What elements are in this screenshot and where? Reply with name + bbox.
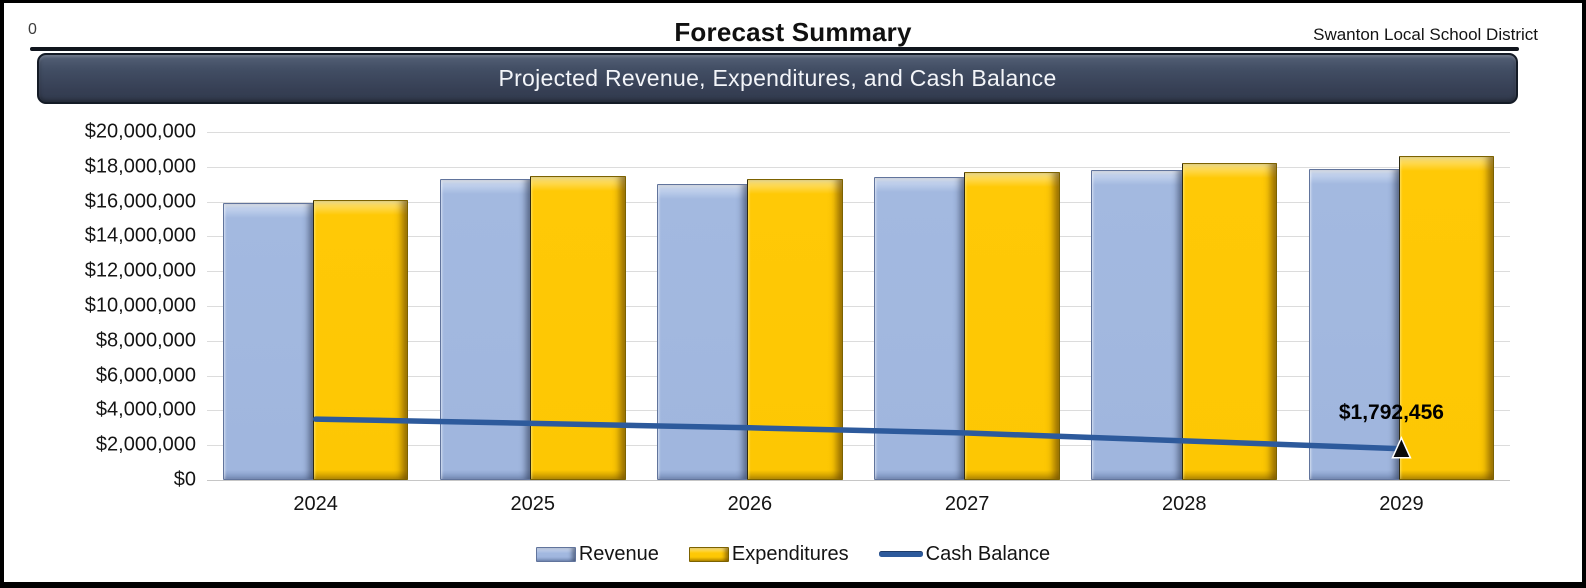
gridline [207, 480, 1510, 481]
y-axis-tick-label: $12,000,000 [84, 259, 196, 282]
bar-group-2024 [207, 132, 424, 480]
legend-item-expenditures: Expenditures [688, 543, 849, 566]
y-axis-tick-label: $10,000,000 [84, 294, 196, 317]
revenue-bar-2025 [439, 178, 532, 480]
y-axis-tick-label: $14,000,000 [84, 224, 196, 247]
legend-bar-swatch-icon [688, 547, 729, 562]
y-axis-tick-label: $2,000,000 [95, 433, 196, 456]
legend-label: Cash Balance [925, 543, 1051, 565]
expenditures-bar-2025 [530, 176, 626, 480]
gridline [207, 306, 1510, 307]
expenditures-bar-2027 [964, 172, 1060, 480]
bar-group-2029 [1293, 132, 1510, 480]
bar-group-2026 [641, 132, 858, 480]
page-title: Forecast Summary [674, 17, 912, 47]
y-axis-tick-label: $6,000,000 [95, 364, 196, 387]
chart-title-banner: Projected Revenue, Expenditures, and Cas… [37, 53, 1518, 104]
gridline [207, 375, 1510, 377]
bar-groups [207, 132, 1510, 480]
legend-label: Expenditures [731, 543, 849, 565]
bar-group-2028 [1076, 132, 1293, 480]
chart-legend: Revenue Expenditures Cash Balance [4, 543, 1582, 566]
y-axis: $0 $2,000,000 $4,000,000 $6,000,000 $8,000,0… [30, 121, 196, 491]
corner-label: 0 [28, 21, 37, 38]
expenditures-bar-2028 [1181, 163, 1278, 480]
legend-bar-swatch-icon [535, 547, 576, 562]
y-axis-tick-label: $8,000,000 [95, 329, 196, 352]
x-axis-label-2026: 2026 [727, 493, 773, 515]
plot-area [207, 132, 1510, 481]
chart-title: Projected Revenue, Expenditures, and Cas… [498, 65, 1057, 91]
x-axis-label-2024: 2024 [293, 493, 338, 515]
expenditures-bar-2026 [747, 178, 843, 480]
bar-group-2025 [424, 132, 641, 480]
revenue-bar-2028 [1091, 170, 1183, 480]
y-axis-tick-label: $16,000,000 [84, 190, 196, 213]
expenditures-bar-2024 [312, 199, 409, 480]
cash-balance-annotation: $1,792,456 [1338, 400, 1444, 424]
revenue-bar-2024 [222, 203, 314, 480]
gridline [207, 166, 1510, 168]
y-axis-tick-label: $20,000,000 [84, 120, 196, 143]
gridline [207, 410, 1510, 412]
revenue-bar-2027 [874, 177, 966, 480]
x-axis-label-2025: 2025 [510, 493, 556, 515]
gridline [207, 271, 1510, 273]
gridline [207, 340, 1510, 342]
x-axis-label-2027: 2027 [944, 493, 990, 515]
x-axis-label-2029: 2029 [1379, 493, 1424, 515]
legend-label: Revenue [578, 543, 659, 565]
revenue-bar-2029 [1308, 168, 1400, 480]
y-axis-tick-label: $4,000,000 [95, 398, 196, 421]
y-axis-tick-label: $18,000,000 [84, 155, 196, 178]
bar-group-2027 [859, 132, 1076, 480]
expenditures-bar-2029 [1398, 156, 1495, 480]
gridline [207, 236, 1510, 238]
revenue-bar-2026 [657, 184, 749, 480]
y-axis-tick-label: $0 [173, 468, 196, 491]
legend-item-cash-balance: Cash Balance [878, 543, 1051, 566]
gridline [207, 201, 1510, 203]
legend-item-revenue: Revenue [535, 543, 659, 566]
x-axis: 2024 2025 2026 2027 2028 2029 [207, 493, 1510, 516]
banner-top-rule [30, 47, 1519, 51]
x-axis-label-2028: 2028 [1162, 493, 1207, 515]
legend-line-swatch-icon [878, 552, 923, 557]
district-name: Swanton Local School District [1313, 25, 1538, 44]
gridline [207, 132, 1510, 133]
